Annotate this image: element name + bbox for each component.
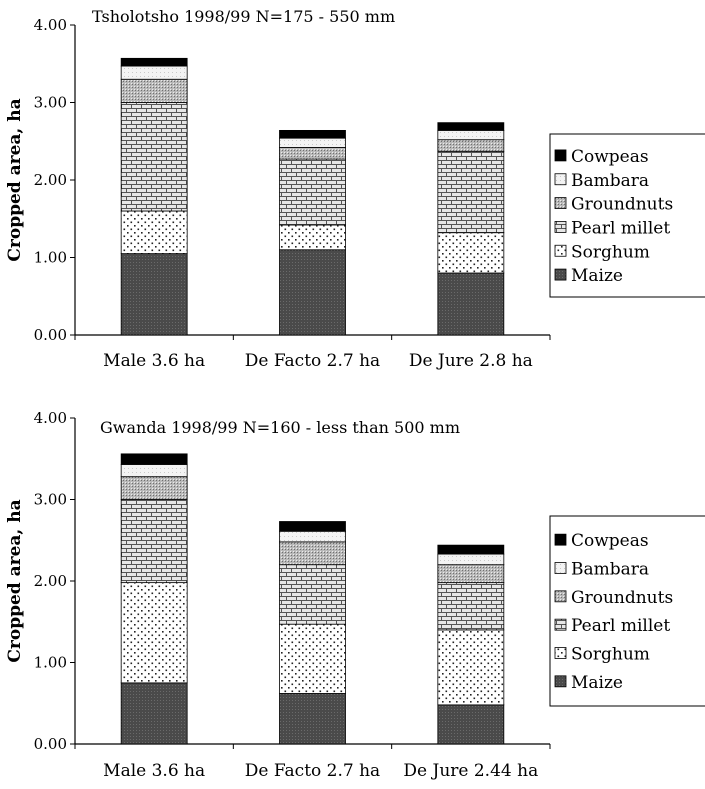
bar-segment-cowpeas <box>120 453 188 465</box>
legend-swatch-pearl-millet <box>554 618 567 631</box>
legend-swatch-cowpeas <box>554 149 567 162</box>
legend-label-maize: Maize <box>571 673 623 693</box>
bar-segment-cowpeas <box>437 544 505 555</box>
y-tick-label: 1.00 <box>34 249 67 267</box>
legend-box <box>549 515 705 707</box>
legend-label-groundnuts: Groundnuts <box>571 588 673 608</box>
bar-segment-bambara <box>279 530 346 543</box>
bar-segment-bambara <box>120 464 188 478</box>
legend-swatch-groundnuts <box>554 590 567 603</box>
chart-1: 0.00 1.00 2.00 3.00 4.00 Male 3.6 ha De Facto … <box>5 7 705 371</box>
legend-swatch-sorghum <box>554 244 567 257</box>
y-tick-label: 3.00 <box>34 491 67 509</box>
y-tick-label: 4.00 <box>34 16 67 34</box>
y-axis-title: Cropped area, ha <box>5 499 25 662</box>
legend-label-cowpeas: Cowpeas <box>571 531 649 551</box>
legend-label-sorghum: Sorghum <box>571 645 650 665</box>
bar-segment-maize <box>279 693 346 745</box>
chart-title: Gwanda 1998/99 N=160 - less than 500 mm <box>100 418 460 437</box>
bar-segment-groundnuts <box>120 476 188 500</box>
legend-swatch-pearl-millet <box>554 221 567 233</box>
bar-segment-cowpeas <box>279 521 346 532</box>
y-tick-label: 3.00 <box>34 94 67 112</box>
y-tick-label: 1.00 <box>34 654 67 672</box>
y-tick-label: 0.00 <box>34 735 67 753</box>
legend-swatch-groundnuts <box>554 197 567 209</box>
x-category-label: De Facto 2.7 ha <box>245 761 380 781</box>
legend-label-pearl-millet: Pearl millet <box>571 218 670 238</box>
legend-swatch-cowpeas <box>554 533 567 546</box>
bar-segment-pearl-millet <box>279 158 346 226</box>
legend-label-bambara: Bambara <box>571 171 649 191</box>
y-tick-label: 4.00 <box>34 409 67 427</box>
chart-2: 0.00 1.00 2.00 3.00 4.00 Male 3.6 ha De Facto … <box>5 409 705 781</box>
bar-segment-pearl-millet <box>437 582 505 631</box>
bar-segment-sorghum <box>437 629 505 706</box>
bar-segment-sorghum <box>437 232 505 274</box>
legend-label-cowpeas: Cowpeas <box>571 147 649 167</box>
bar-segment-maize <box>437 272 505 336</box>
y-axis-title: Cropped area, ha <box>5 98 25 261</box>
bar-segment-maize <box>279 249 346 336</box>
bar-segment-groundnuts <box>437 139 505 152</box>
bar-segment-cowpeas <box>279 129 346 139</box>
bar-segment-groundnuts <box>279 147 346 160</box>
y-tick-label: 0.00 <box>34 326 67 344</box>
legend-label-pearl-millet: Pearl millet <box>571 616 670 636</box>
bar-segment-pearl-millet <box>437 150 505 234</box>
x-category-label: De Jure 2.8 ha <box>409 351 533 371</box>
legend: Cowpeas Bambara Groundnuts Pearl millet Sorg… <box>549 515 705 707</box>
y-tick-label: 2.00 <box>34 171 67 189</box>
legend-swatch-maize <box>554 268 567 281</box>
bar-segment-pearl-millet <box>279 564 346 625</box>
legend-swatch-maize <box>554 675 567 688</box>
legend: Cowpeas Bambara Groundnuts Pearl millet Sorg… <box>549 133 705 298</box>
x-category-label: Male 3.6 ha <box>103 761 205 781</box>
bar-segment-bambara <box>437 553 505 566</box>
bar-segment-pearl-millet <box>120 499 188 584</box>
legend-swatch-bambara <box>554 562 567 574</box>
bar-segment-sorghum <box>279 623 346 694</box>
bar-segment-bambara <box>279 137 346 148</box>
x-category-label: De Jure 2.44 ha <box>403 761 538 781</box>
legend-label-groundnuts: Groundnuts <box>571 195 673 215</box>
bar-segment-cowpeas <box>437 122 505 131</box>
legend-swatch-bambara <box>554 173 567 186</box>
bar-segment-maize <box>120 253 188 336</box>
bar-segment-sorghum <box>120 582 188 684</box>
bar-segment-cowpeas <box>120 57 188 67</box>
x-category-label: Male 3.6 ha <box>103 351 205 371</box>
legend-label-bambara: Bambara <box>571 560 649 580</box>
bar-segment-maize <box>437 704 505 745</box>
bar-segment-bambara <box>437 129 505 141</box>
bar-segment-sorghum <box>279 224 346 251</box>
legend-swatch-sorghum <box>554 647 567 659</box>
bar-segment-bambara <box>120 65 188 80</box>
bar-segment-pearl-millet <box>120 102 188 212</box>
bar-segment-maize <box>120 682 188 745</box>
y-tick-label: 2.00 <box>34 572 67 590</box>
bar-segment-groundnuts <box>120 78 188 103</box>
chart-title: Tsholotsho 1998/99 N=175 - 550 mm <box>92 7 395 26</box>
x-category-label: De Facto 2.7 ha <box>245 351 380 371</box>
bar-segment-groundnuts <box>437 564 505 584</box>
bar-segment-sorghum <box>120 210 188 255</box>
legend-label-maize: Maize <box>571 266 623 286</box>
legend-label-sorghum: Sorghum <box>571 242 650 262</box>
bar-segment-groundnuts <box>279 541 346 566</box>
legend-box <box>549 133 705 298</box>
